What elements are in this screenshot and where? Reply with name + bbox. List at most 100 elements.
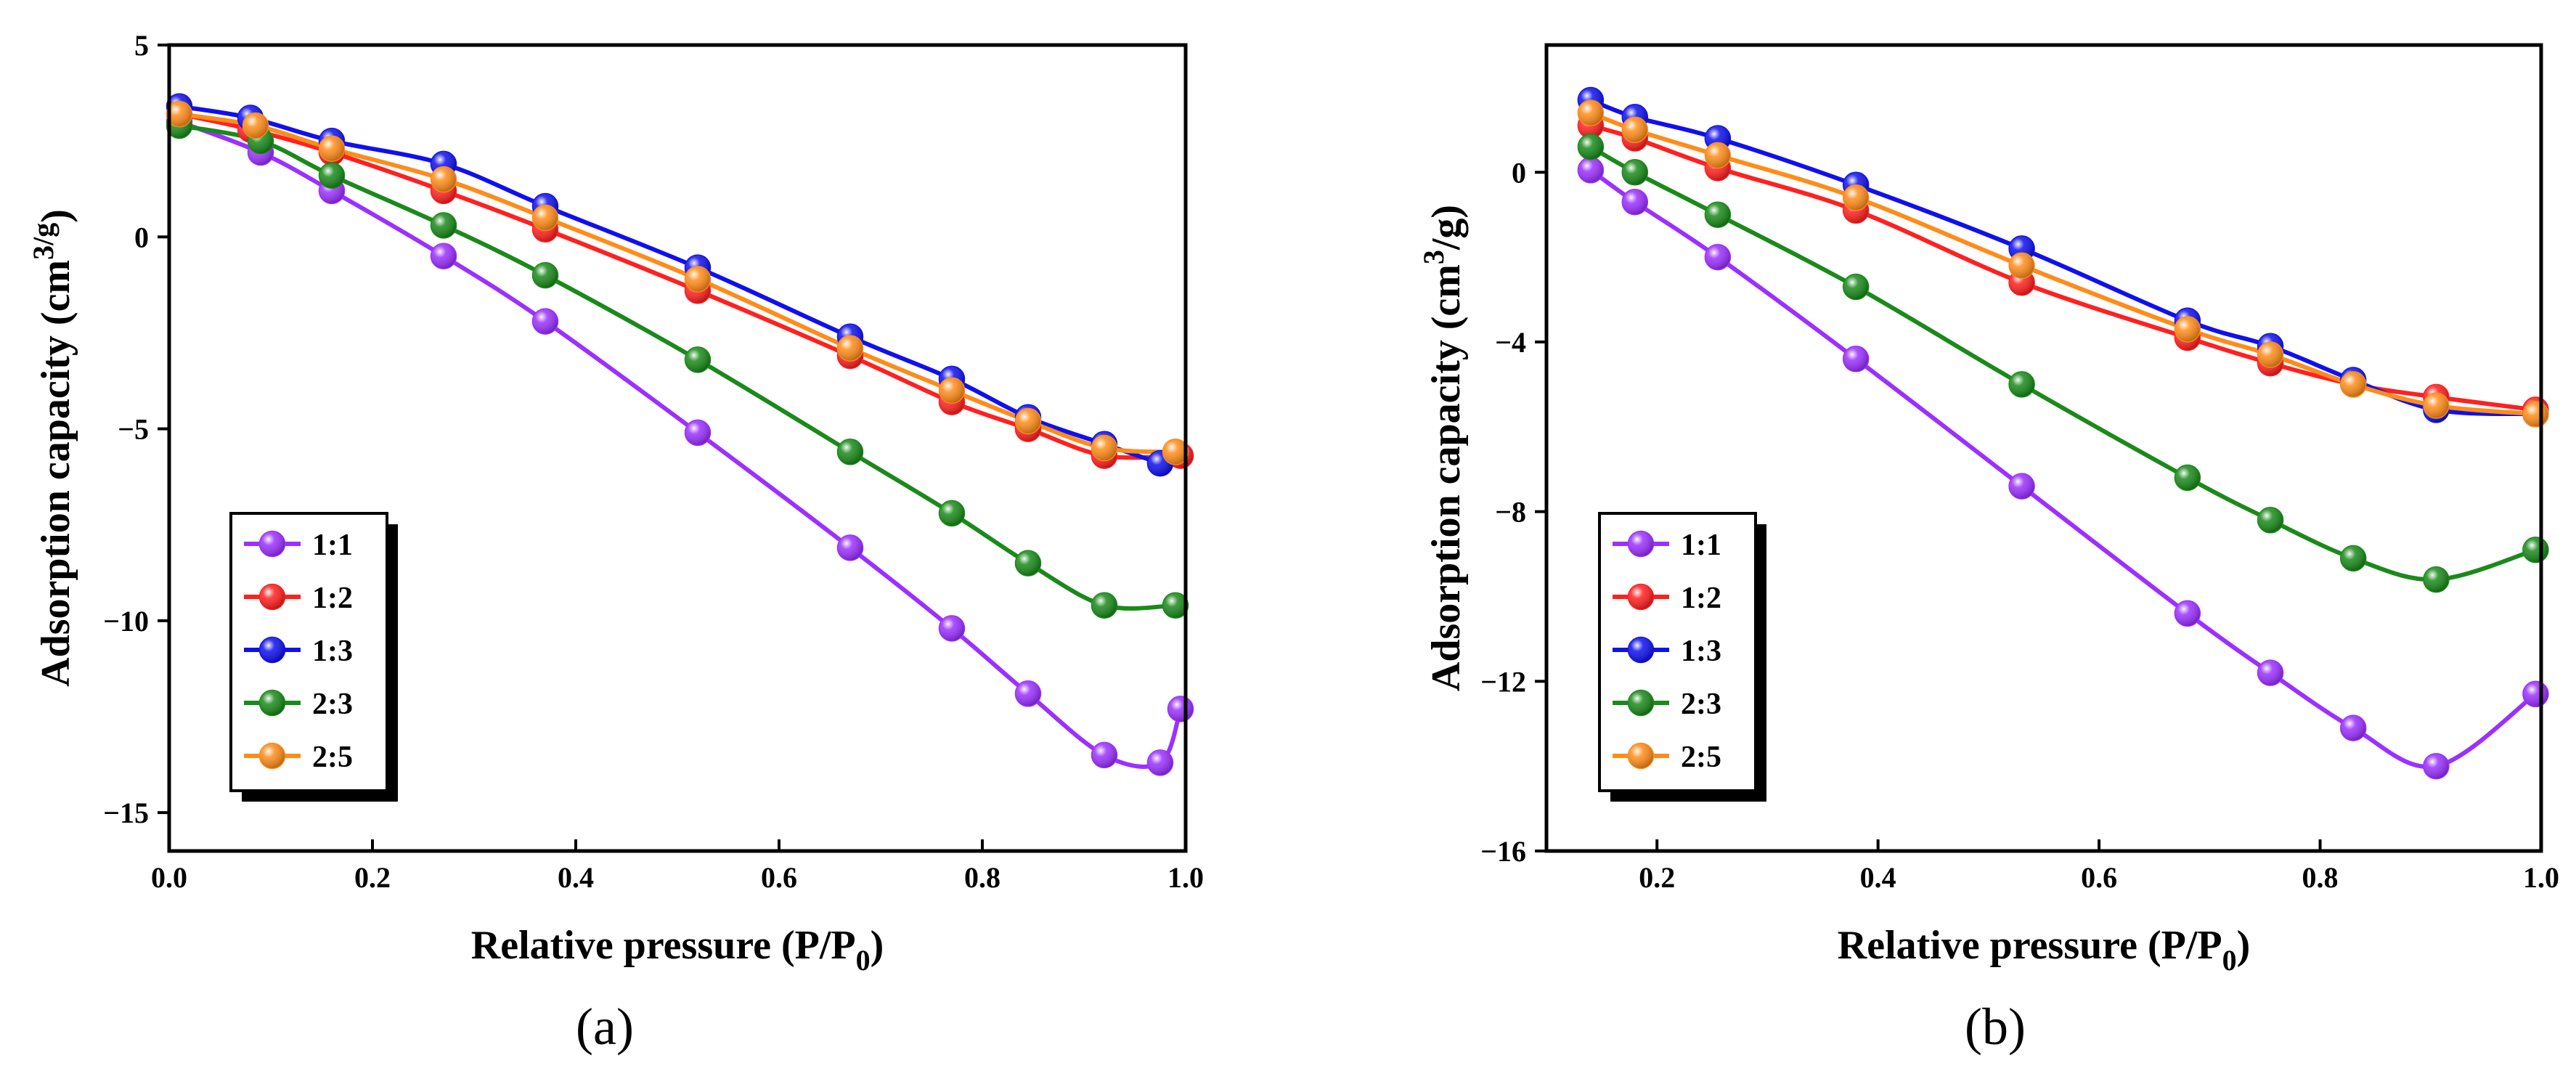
data-point-shine	[1622, 160, 1647, 185]
x-tick-label: 0.6	[2081, 861, 2117, 894]
data-point-shine	[2258, 508, 2283, 533]
x-axis-title-a: Relative pressure (P/P0)	[471, 923, 884, 977]
data-point-shine	[2424, 754, 2449, 779]
x-tick-label: 0.2	[1639, 861, 1675, 894]
legend-label: 1:1	[1681, 529, 1721, 562]
data-point-shine	[1578, 158, 1603, 183]
data-point-shine	[2523, 537, 2548, 563]
data-point-shine	[2523, 402, 2548, 427]
data-point-shine	[685, 420, 710, 445]
data-point-shine	[533, 263, 558, 288]
data-point-shine	[1622, 117, 1647, 142]
legend-label: 1:3	[312, 635, 353, 668]
data-point-shine	[2174, 465, 2200, 490]
x-tick-label: 0.4	[1860, 861, 1896, 894]
data-point-shine	[1148, 750, 1173, 775]
data-point-shine	[1578, 134, 1603, 160]
data-point-shine	[2341, 545, 2366, 571]
data-point-shine	[1092, 436, 1117, 460]
x-tick-label: 0.8	[2302, 861, 2339, 894]
x-tick-label: 0.0	[151, 861, 187, 894]
plot-area-b	[1577, 86, 2549, 780]
data-point-shine	[2424, 393, 2449, 418]
y-tick-label: −12	[1480, 665, 1526, 698]
x-tick-label: 1.0	[2523, 861, 2559, 894]
data-point-shine	[167, 102, 192, 127]
data-point-shine	[2009, 372, 2034, 397]
data-point-shine	[2258, 342, 2283, 367]
data-point-shine	[319, 163, 344, 188]
data-point-shine	[2174, 600, 2200, 626]
data-point-shine	[431, 167, 456, 192]
data-point-shine	[2258, 660, 2283, 685]
series-line-2-3	[1588, 144, 2538, 582]
x-axis-title-b: Relative pressure (P/P0)	[1838, 923, 2250, 977]
data-point-shine	[1578, 100, 1603, 126]
chart-panel-b: 0.2 0.4 0.6 0.8 1.0 0 −4 −8 −12 −16 Relative pre…	[1417, 43, 2559, 1056]
plot-frame-b	[1544, 43, 2543, 853]
legend-label: 2:3	[312, 688, 353, 721]
legend-marker-shine	[260, 532, 285, 556]
data-point-shine	[1016, 681, 1040, 706]
legend-label: 1:1	[312, 529, 353, 562]
y-tick-label: 5	[134, 29, 149, 62]
x-tick-label: 1.0	[1167, 861, 1204, 894]
data-point-shine	[319, 136, 344, 161]
data-point-shine	[431, 213, 456, 238]
data-point-shine	[1092, 592, 1117, 618]
data-point-shine	[2009, 253, 2034, 278]
series-line-2-5	[1588, 110, 2538, 417]
y-axis-title-b: Adsorption capacity (cm3/g)	[1417, 205, 1469, 691]
y-tick-label: −8	[1495, 496, 1526, 529]
legend-marker-shine	[1629, 585, 1653, 609]
data-point-shine	[685, 266, 710, 292]
data-point-shine	[838, 439, 863, 465]
legend-marker-shine	[1629, 744, 1653, 768]
x-tick-label: 0.8	[964, 861, 1000, 894]
legend-label: 2:3	[1681, 688, 1721, 721]
data-point-shine	[431, 243, 456, 269]
data-point-shine	[1705, 142, 1730, 168]
data-point-shine	[939, 500, 964, 526]
panel-label-a: (a)	[576, 998, 634, 1056]
series-line-1-3	[1588, 97, 2538, 417]
data-point-shine	[1168, 696, 1193, 722]
data-point-shine	[1843, 185, 1869, 211]
legend-a: 1:1 1:2 1:3 2:3 2:5	[229, 512, 398, 802]
legend-label: 1:2	[312, 582, 353, 615]
data-point-shine	[1163, 439, 1188, 465]
data-point-shine	[685, 347, 710, 372]
legend-marker-shine	[1629, 532, 1653, 556]
data-point-shine	[1843, 346, 1869, 372]
y-tick-label: −5	[118, 413, 149, 446]
y-tick-label: −10	[103, 605, 149, 638]
panel-label-b: (b)	[1965, 998, 2026, 1056]
data-point-shine	[2341, 372, 2366, 397]
legend-marker-shine	[260, 585, 285, 609]
legend-label: 2:5	[1681, 741, 1721, 774]
data-point-shine	[243, 113, 268, 138]
y-tick-label: −4	[1495, 326, 1526, 359]
x-ticks-b: 0.2 0.4 0.6 0.8 1.0	[1639, 839, 2559, 894]
data-point-shine	[838, 335, 863, 361]
y-ticks-a: 5 0 −5 −10 −15	[103, 29, 169, 829]
data-point-shine	[838, 535, 863, 561]
y-axis-title-a: Adsorption capacity (cm3/g)	[27, 209, 78, 687]
data-point-shine	[1092, 742, 1117, 767]
y-tick-label: 0	[134, 221, 149, 253]
data-point-shine	[1163, 592, 1188, 618]
plot-area-a	[166, 93, 1194, 776]
legend-marker-shine	[260, 691, 285, 715]
data-point-shine	[1705, 202, 1730, 227]
plot-frame-a	[167, 43, 1188, 853]
legend-label: 1:2	[1681, 582, 1721, 615]
legend-label: 2:5	[312, 741, 353, 774]
data-point-shine	[939, 378, 964, 403]
legend-label: 1:3	[1681, 635, 1721, 668]
data-point-shine	[939, 616, 964, 641]
x-tick-label: 0.6	[761, 861, 797, 894]
data-point-shine	[1016, 409, 1040, 433]
data-point-shine	[1843, 274, 1869, 299]
y-tick-label: −16	[1480, 835, 1526, 868]
